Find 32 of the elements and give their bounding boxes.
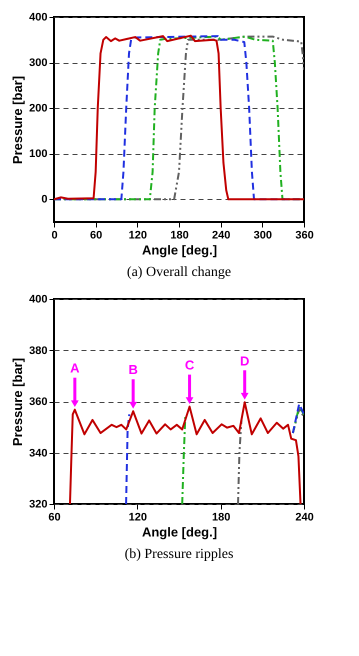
y-tick-label: 320	[29, 498, 48, 510]
y-tick-label: 100	[29, 148, 48, 160]
text: (a) Overall change	[126, 265, 232, 280]
y-tick-label: 0	[41, 194, 48, 206]
line-series	[68, 401, 302, 504]
x-tick-label: 0	[51, 230, 58, 242]
x-tick-label: 300	[254, 230, 272, 242]
annotation: A	[70, 360, 80, 376]
x-tick-label: 60	[48, 512, 61, 524]
x-tick-label: 180	[212, 512, 230, 524]
annotation: D	[240, 353, 250, 368]
text: (b) Pressure ripples	[124, 547, 234, 562]
x-tick-label: 360	[295, 230, 314, 242]
annotation: C	[184, 358, 195, 373]
y-tick-label: 300	[29, 57, 48, 70]
y-tick-label: 340	[29, 447, 48, 460]
y-tick-label: 400	[29, 12, 48, 24]
x-tick-label: 180	[170, 230, 189, 242]
y-tick-label: 400	[29, 294, 48, 306]
x-axis-title: Angle [deg.]	[142, 242, 218, 258]
x-tick-label: 120	[128, 230, 148, 242]
annotation: B	[128, 362, 138, 378]
y-tick-label: 200	[29, 102, 48, 115]
x-tick-label: 240	[212, 230, 230, 242]
y-tick-label: 380	[29, 344, 48, 357]
x-axis-title: Angle [deg.]	[142, 524, 218, 540]
y-axis-title: Pressure [bar]	[10, 76, 26, 164]
y-axis-title: Pressure [bar]	[10, 358, 26, 446]
y-tick-label: 360	[29, 396, 48, 408]
x-tick-label: 120	[128, 512, 148, 524]
x-tick-label: 60	[90, 230, 102, 242]
x-tick-label: 240	[295, 512, 314, 524]
